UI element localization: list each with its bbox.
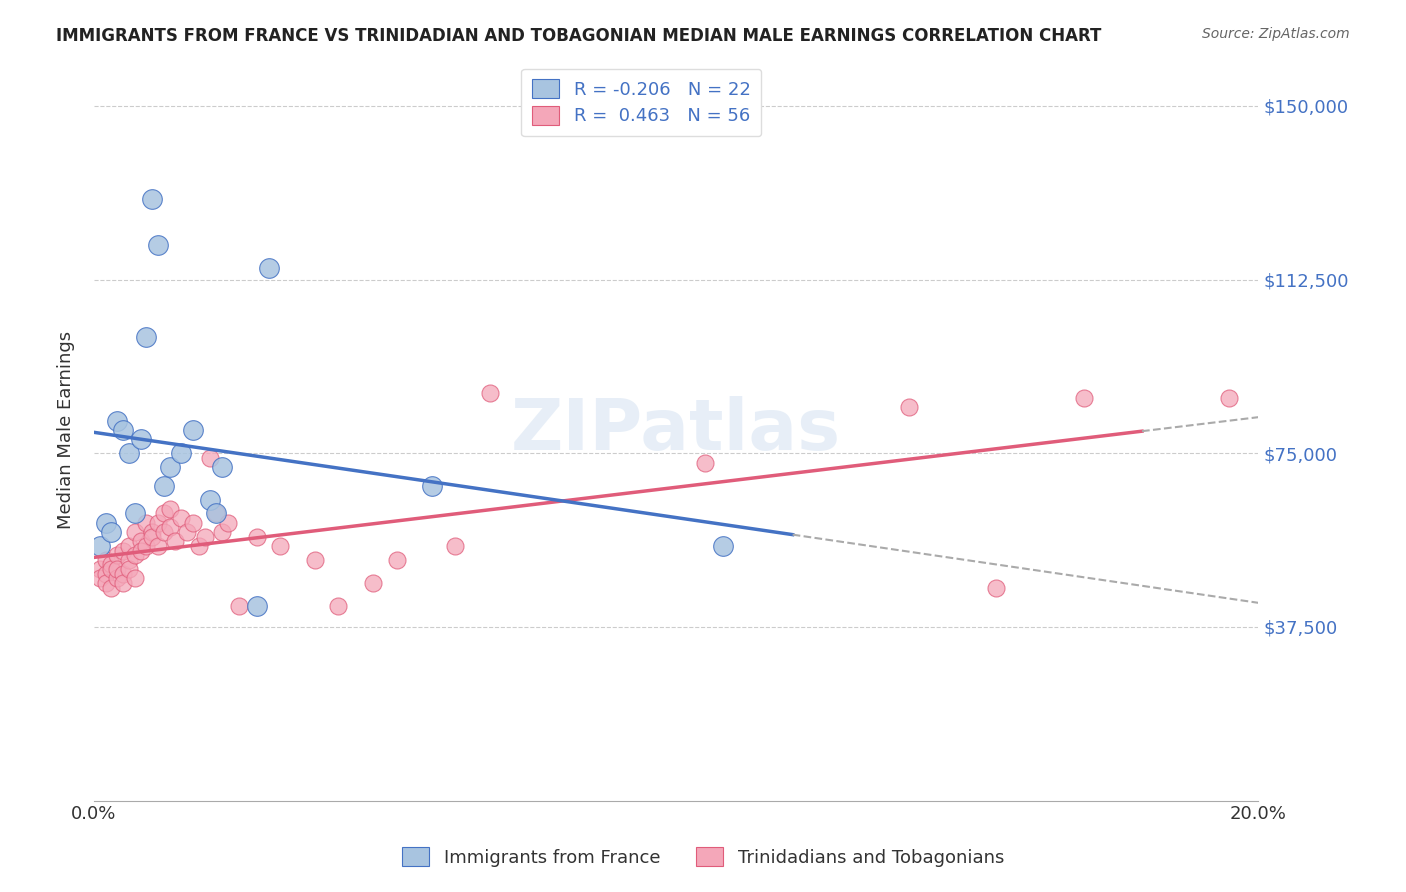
Point — [124, 548, 146, 562]
Point — [246, 599, 269, 613]
Point — [898, 400, 921, 414]
Point — [187, 539, 209, 553]
Point — [124, 571, 146, 585]
Legend: Immigrants from France, Trinidadians and Tobagonians: Immigrants from France, Trinidadians and… — [395, 840, 1011, 874]
Point — [176, 524, 198, 539]
Point — [211, 460, 233, 475]
Point — [141, 530, 163, 544]
Point — [695, 456, 717, 470]
Point — [100, 581, 122, 595]
Point — [105, 571, 128, 585]
Point — [146, 238, 169, 252]
Point — [159, 460, 181, 475]
Point — [100, 558, 122, 572]
Point — [478, 386, 501, 401]
Point — [89, 562, 111, 576]
Point — [304, 553, 326, 567]
Point — [269, 539, 291, 553]
Point — [181, 516, 204, 530]
Point — [89, 571, 111, 585]
Point — [200, 492, 222, 507]
Text: IMMIGRANTS FROM FRANCE VS TRINIDADIAN AND TOBAGONIAN MEDIAN MALE EARNINGS CORREL: IMMIGRANTS FROM FRANCE VS TRINIDADIAN AN… — [56, 27, 1102, 45]
Point — [105, 414, 128, 428]
Point — [89, 539, 111, 553]
Point — [385, 553, 408, 567]
Point — [118, 446, 141, 460]
Point — [205, 507, 228, 521]
Point — [94, 516, 117, 530]
Point — [165, 534, 187, 549]
Point — [420, 478, 443, 492]
Y-axis label: Median Male Earnings: Median Male Earnings — [58, 331, 75, 529]
Point — [181, 423, 204, 437]
Point — [118, 562, 141, 576]
Point — [135, 516, 157, 530]
Point — [94, 553, 117, 567]
Text: Source: ZipAtlas.com: Source: ZipAtlas.com — [1202, 27, 1350, 41]
Point — [170, 446, 193, 460]
Point — [105, 548, 128, 562]
Point — [129, 543, 152, 558]
Point — [257, 260, 280, 275]
Point — [135, 539, 157, 553]
Point — [141, 524, 163, 539]
Point — [141, 192, 163, 206]
Point — [112, 576, 135, 591]
Point — [129, 433, 152, 447]
Point — [211, 524, 233, 539]
Point — [159, 520, 181, 534]
Point — [328, 599, 350, 613]
Point — [100, 524, 122, 539]
Point — [363, 576, 385, 591]
Point — [193, 530, 215, 544]
Point — [112, 566, 135, 581]
Point — [444, 539, 467, 553]
Point — [129, 534, 152, 549]
Point — [228, 599, 250, 613]
Point — [118, 553, 141, 567]
Point — [112, 423, 135, 437]
Point — [153, 524, 176, 539]
Point — [170, 511, 193, 525]
Point — [146, 539, 169, 553]
Point — [153, 507, 176, 521]
Point — [217, 516, 239, 530]
Point — [146, 516, 169, 530]
Point — [118, 539, 141, 553]
Point — [100, 562, 122, 576]
Point — [200, 450, 222, 465]
Point — [105, 562, 128, 576]
Point — [1218, 391, 1240, 405]
Point — [711, 539, 734, 553]
Point — [124, 524, 146, 539]
Point — [94, 576, 117, 591]
Legend: R = -0.206   N = 22, R =  0.463   N = 56: R = -0.206 N = 22, R = 0.463 N = 56 — [522, 69, 761, 136]
Point — [246, 530, 269, 544]
Point — [1073, 391, 1095, 405]
Point — [94, 566, 117, 581]
Point — [205, 507, 228, 521]
Text: ZIPatlas: ZIPatlas — [512, 396, 841, 465]
Point — [112, 543, 135, 558]
Point — [159, 501, 181, 516]
Point — [135, 330, 157, 344]
Point — [986, 581, 1008, 595]
Point — [124, 507, 146, 521]
Point — [153, 478, 176, 492]
